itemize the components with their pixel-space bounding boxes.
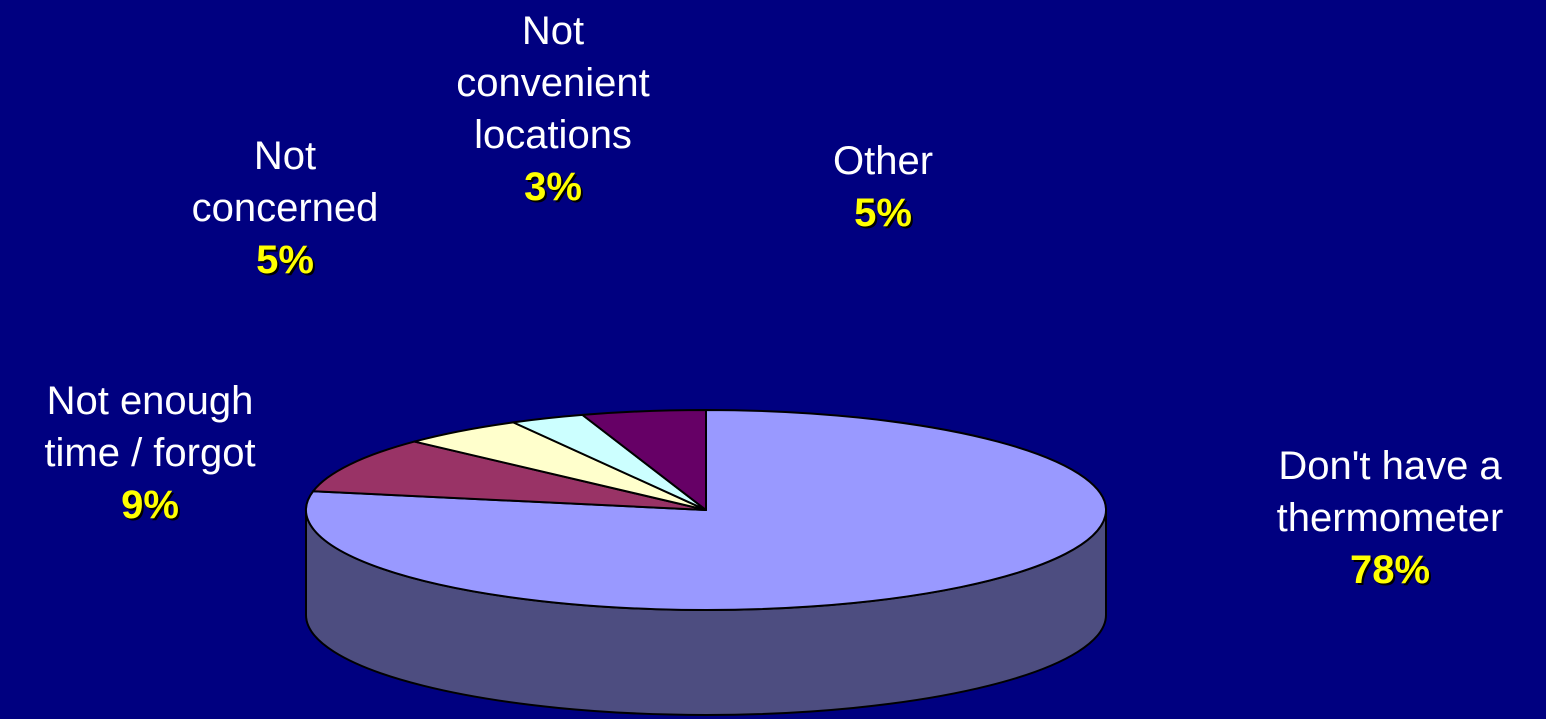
value-label: 78% [1349,548,1431,592]
pie-slice [581,409,707,511]
category-name: Not enough time / forgot [44,379,256,475]
slice-label: Not enough time / forgot 9% [5,375,295,531]
value-label: 5% [854,191,912,235]
slice-label: Other 5% [783,135,983,239]
slice-label: Not concerned 5% [170,130,400,286]
slice-label: Don't have a thermometer 78% [1240,440,1540,596]
category-name: Not convenient locations [456,9,650,157]
value-label: 9% [121,483,179,527]
value-label: 3% [524,165,582,209]
category-name: Don't have a thermometer [1276,444,1504,540]
slice-label: Not convenient locations 3% [453,5,653,213]
category-name: Not concerned [191,134,379,230]
category-name: Other [832,139,934,183]
value-label: 5% [256,238,314,282]
pie-slice [312,440,707,511]
